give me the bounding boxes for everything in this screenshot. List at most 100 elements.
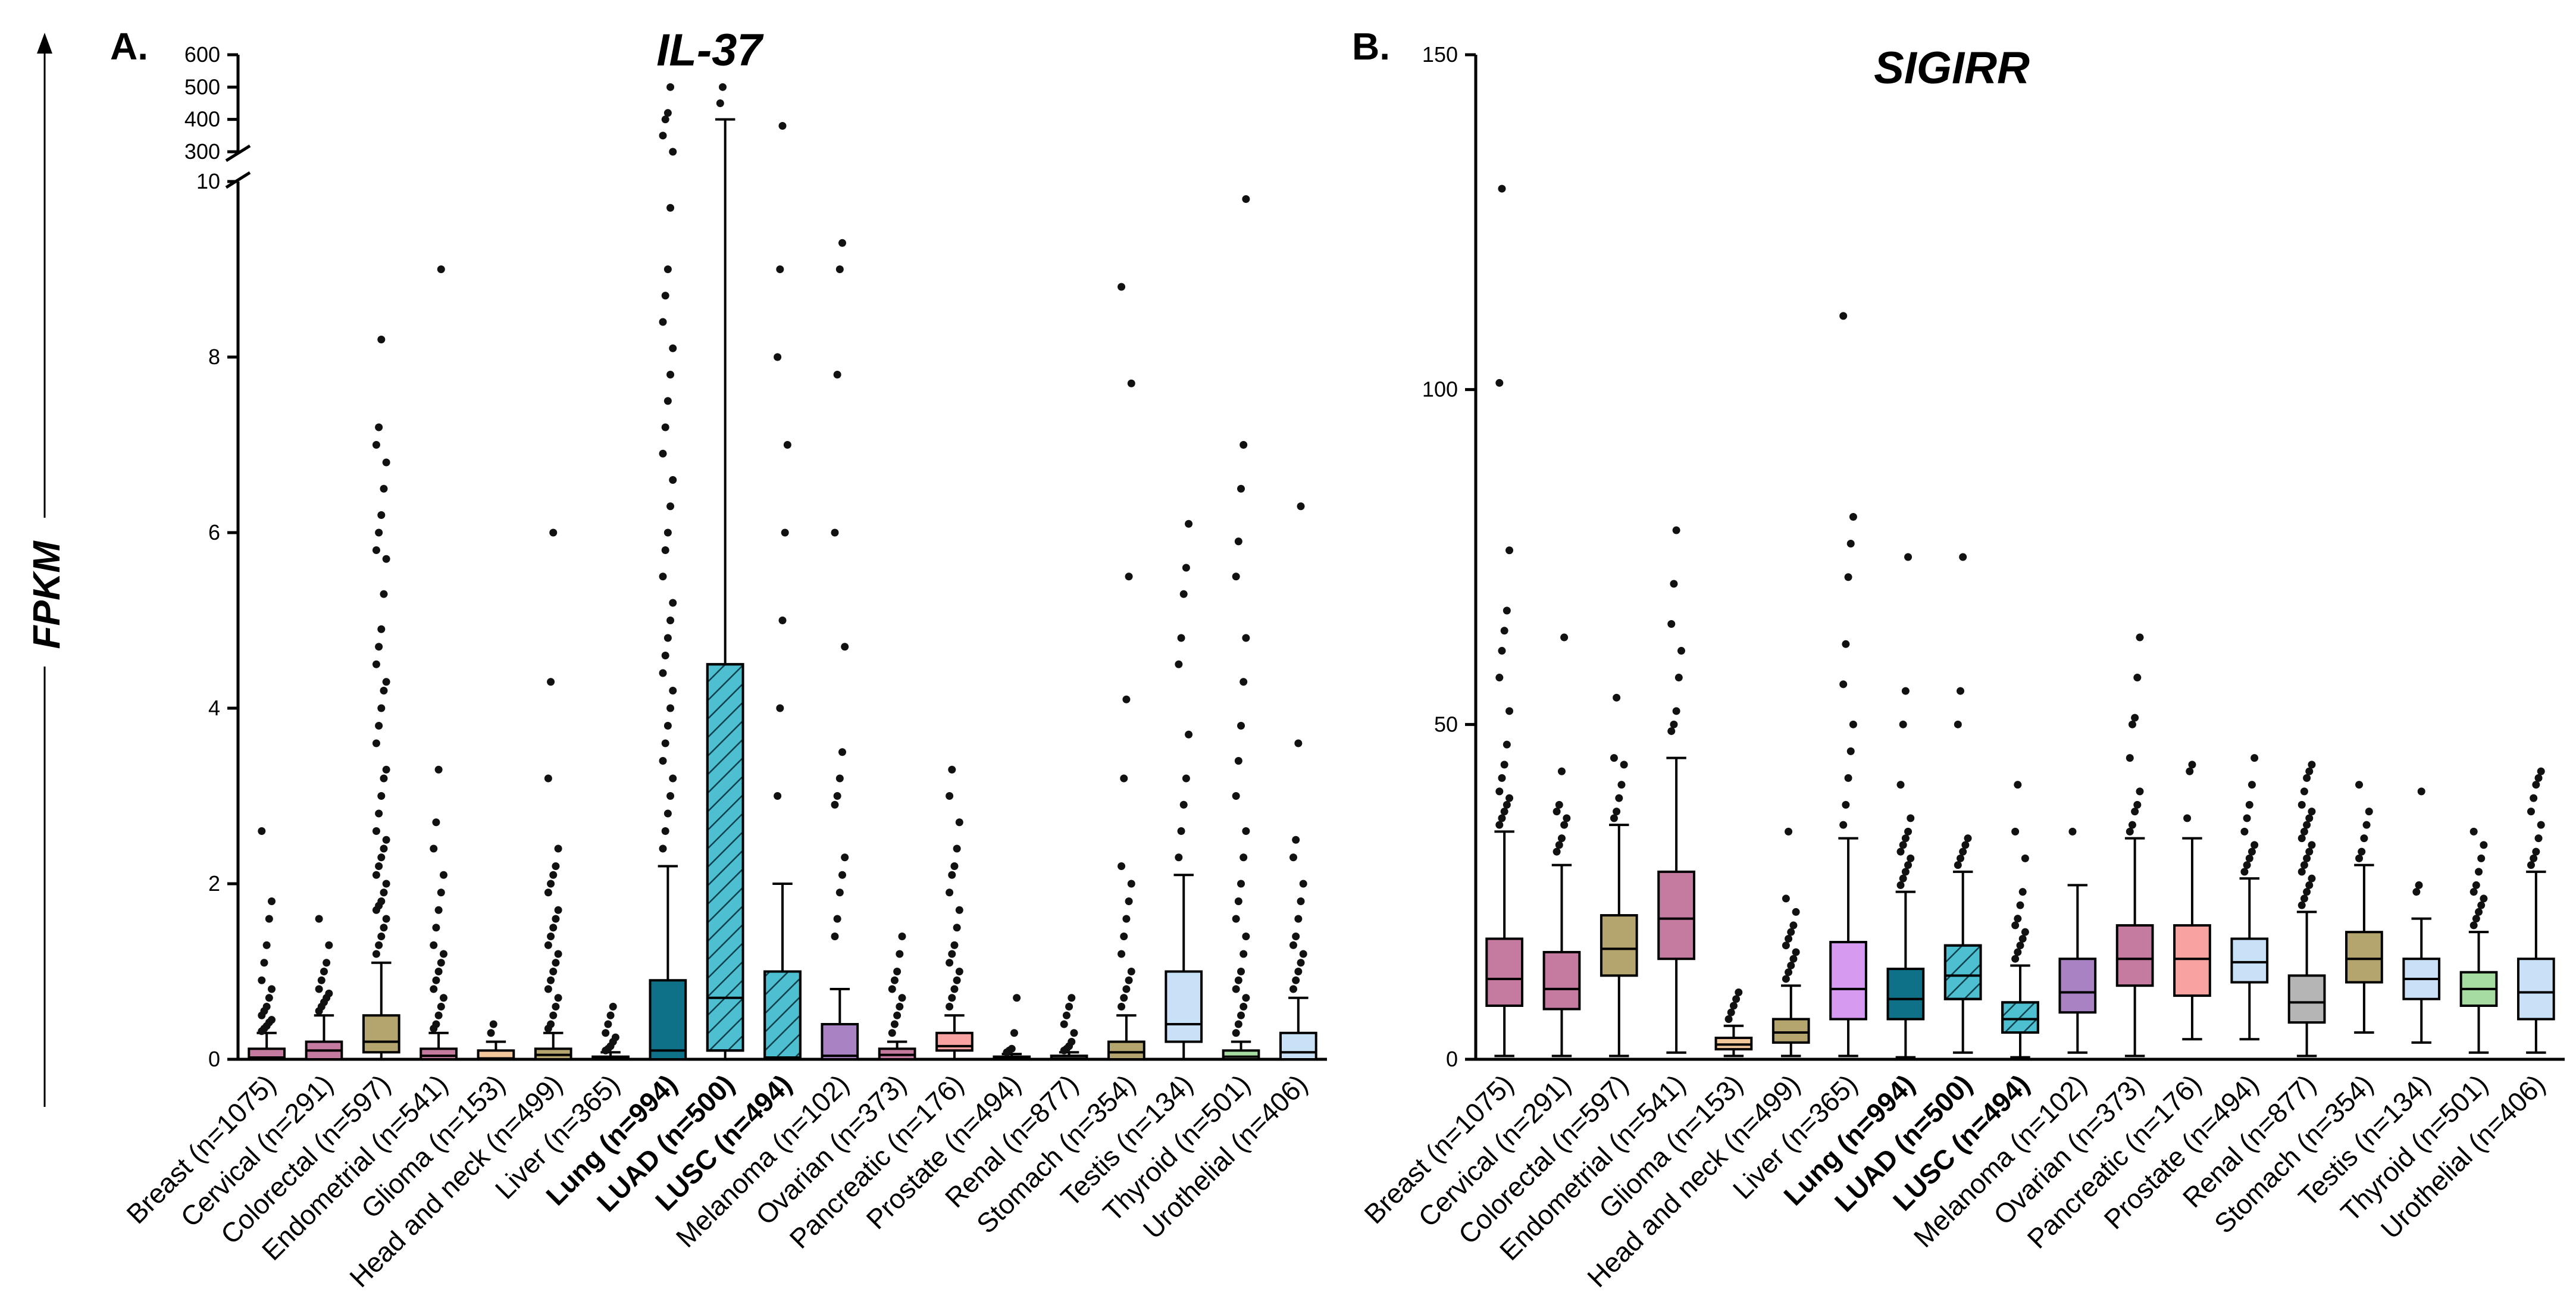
outlier-point — [1785, 968, 1793, 977]
outlier-point — [1957, 687, 1965, 695]
outlier-point — [831, 800, 839, 809]
outlier-point — [544, 985, 552, 993]
outlier-point — [265, 994, 273, 1002]
panel-b-box-urothelial — [2516, 767, 2555, 1054]
outlier-point — [439, 950, 447, 958]
outlier-point — [2014, 915, 2022, 923]
outlier-point — [2480, 894, 2488, 903]
outlier-point — [1839, 312, 1848, 320]
outlier-point — [661, 115, 669, 124]
panel-a-box-stomach — [1107, 283, 1145, 1060]
outlier-point — [1792, 948, 1800, 956]
outlier-point — [1503, 800, 1511, 809]
outlier-point — [2298, 800, 2306, 809]
panel-b-title: SIGIRR — [1874, 43, 2030, 93]
panel-a-box-lung — [649, 83, 687, 1060]
outlier-point — [2186, 767, 2194, 775]
outlier-point — [841, 853, 849, 862]
outlier-point — [434, 765, 443, 774]
panel-a-y-tick-label: 300 — [184, 139, 220, 164]
outlier-point — [262, 1003, 271, 1010]
outlier-point — [372, 871, 380, 879]
outlier-point — [382, 678, 390, 686]
outlier-point — [2358, 847, 2366, 856]
outlier-point — [2016, 901, 2024, 909]
outlier-point — [1615, 794, 1623, 802]
outlier-point — [1732, 995, 1741, 1003]
outlier-point — [260, 959, 268, 967]
y-axis-label: FPKM — [25, 540, 68, 649]
outlier-point — [2303, 821, 2311, 829]
box-iqr — [649, 979, 687, 1060]
outlier-point — [375, 862, 383, 870]
outlier-point — [437, 888, 445, 897]
outlier-point — [1563, 814, 1571, 822]
outlier-point — [375, 809, 383, 818]
outlier-point — [666, 792, 675, 800]
panel-b-box-lusc — [2001, 781, 2039, 1059]
outlier-point — [1232, 1029, 1240, 1037]
outlier-point — [2472, 881, 2480, 889]
outlier-point — [835, 265, 844, 273]
outlier-point — [2183, 814, 2192, 822]
outlier-point — [2477, 901, 2486, 909]
panel-b-box-cervical — [1542, 633, 1581, 1058]
outlier-point — [1849, 720, 1857, 728]
outlier-point — [1177, 827, 1185, 835]
outlier-point — [898, 994, 906, 1002]
outlier-point — [946, 959, 954, 967]
outlier-point — [890, 976, 899, 984]
outlier-point — [659, 449, 667, 458]
outlier-point — [2011, 921, 2020, 930]
outlier-point — [606, 1011, 615, 1019]
outlier-point — [1237, 880, 1245, 888]
outlier-point — [547, 976, 555, 984]
outlier-point — [661, 546, 669, 554]
outlier-point — [1010, 1029, 1018, 1037]
panel-b-y-tick-label: 0 — [1446, 1047, 1458, 1071]
outlier-point — [661, 652, 669, 659]
outlier-point — [955, 818, 963, 827]
box-iqr — [2230, 937, 2269, 984]
outlier-point — [1610, 754, 1618, 762]
outlier-point — [602, 1029, 610, 1037]
outlier-point — [950, 862, 959, 870]
outlier-point — [554, 994, 562, 1002]
outlier-point — [776, 704, 784, 712]
outlier-point — [1237, 968, 1245, 975]
outlier-point — [2011, 827, 2020, 836]
outlier-point — [1560, 633, 1569, 642]
outlier-point — [1904, 827, 1913, 836]
outlier-point — [663, 528, 672, 537]
outlier-point — [1500, 627, 1508, 635]
outlier-point — [774, 353, 782, 361]
outlier-point — [1839, 821, 1848, 829]
outlier-point — [663, 722, 672, 730]
outlier-point — [2305, 814, 2314, 822]
outlier-point — [377, 704, 386, 712]
box-iqr — [1165, 970, 1203, 1043]
outlier-point — [1299, 880, 1307, 888]
outlier-point — [268, 985, 276, 993]
outlier-point — [1964, 834, 1972, 843]
outlier-point — [2355, 781, 2364, 789]
outlier-point — [663, 634, 672, 642]
panel-a-y-tick-label: 500 — [184, 74, 220, 99]
outlier-point — [1242, 195, 1250, 203]
outlier-point — [2298, 834, 2306, 843]
panel-a-axes: 0 2 4 6 8 10 300 400 500 600 — [184, 42, 1327, 1071]
panel-a-box-renal — [1050, 994, 1088, 1060]
outlier-point — [258, 827, 266, 835]
outlier-point — [1127, 880, 1135, 888]
outlier-point — [2300, 894, 2308, 903]
outlier-point — [1242, 634, 1250, 642]
outlier-point — [841, 643, 849, 651]
outlier-point — [2011, 955, 2020, 963]
outlier-point — [372, 739, 380, 747]
outlier-point — [2240, 827, 2249, 836]
outlier-point — [1553, 808, 1561, 816]
outlier-point — [372, 950, 380, 958]
panel-a-boxes — [248, 83, 1317, 1061]
outlier-point — [1013, 994, 1021, 1002]
panel-a-y-tick-label: 6 — [208, 520, 220, 545]
